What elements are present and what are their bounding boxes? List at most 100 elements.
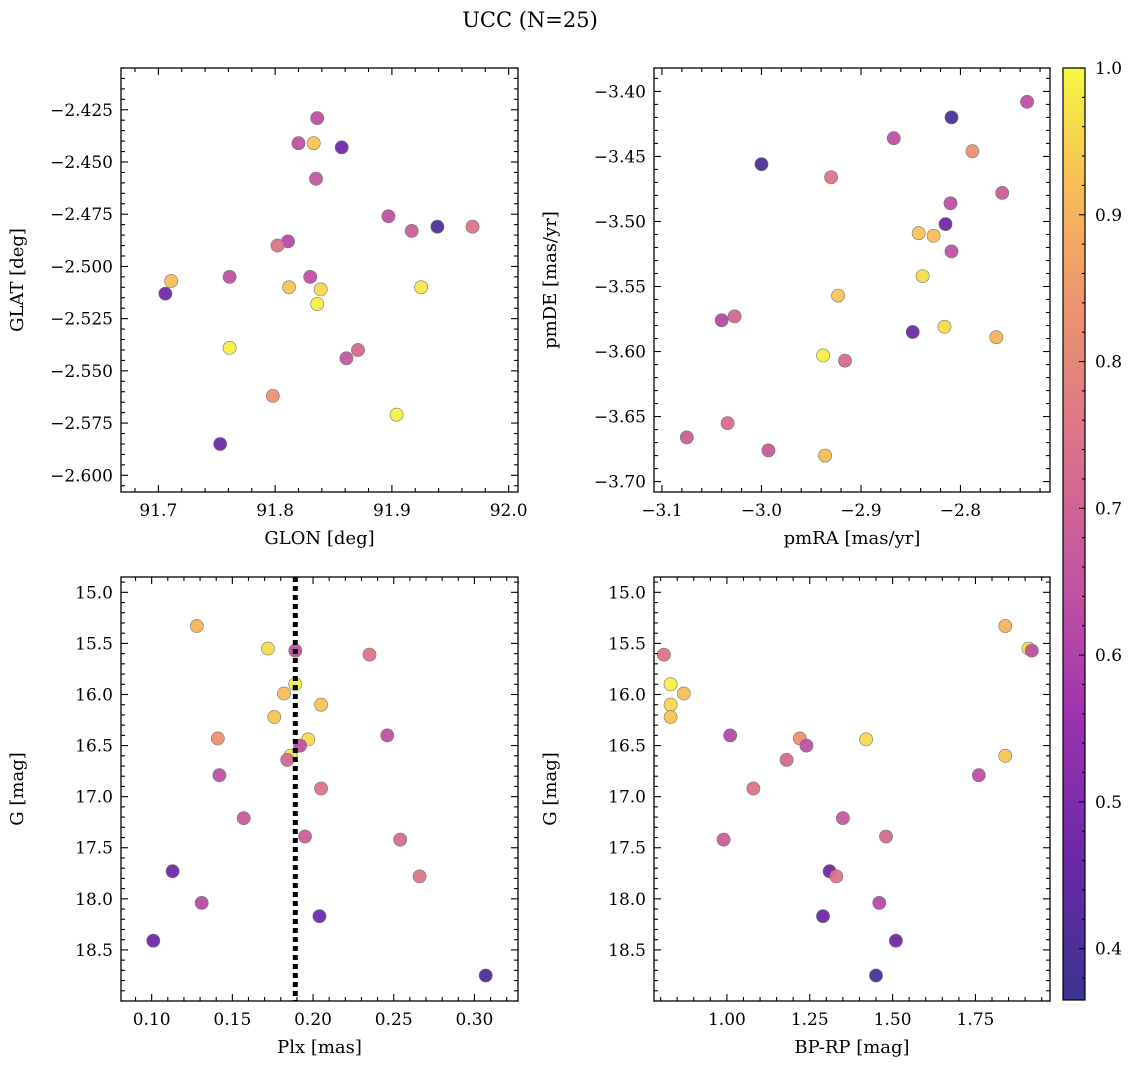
y-tick-label: 16.5	[608, 737, 646, 757]
scatter-point	[838, 353, 852, 368]
scatter-point	[298, 829, 312, 844]
scatter-point	[306, 136, 321, 151]
y-tick-label: −2.600	[50, 466, 113, 486]
scatter-point	[351, 343, 365, 357]
y-tick-label: 17.5	[75, 839, 113, 859]
y-tick-label: 18.0	[75, 890, 113, 910]
scatter-point	[313, 282, 328, 297]
axes-frame	[653, 67, 1051, 493]
y-tick-label: 18.5	[608, 941, 646, 961]
y-tick-label: −2.500	[50, 257, 113, 277]
scatter-point	[905, 325, 920, 339]
scatter-point	[164, 274, 179, 288]
colorbar-tick-label: 0.8	[1095, 353, 1122, 373]
scatter-point	[799, 738, 814, 753]
scatter-point	[404, 223, 419, 238]
scatter-point	[277, 686, 291, 701]
scatter-point	[280, 753, 295, 767]
y-tick-label: −2.575	[50, 414, 113, 434]
x-tick-label: 0.25	[375, 1010, 413, 1030]
y-tick-label: 15.0	[75, 583, 113, 603]
scatter-point	[389, 407, 404, 422]
y-axis-title: G [mag]	[540, 752, 561, 825]
x-axis-title: pmRA [mas/yr]	[784, 528, 921, 549]
y-tick-label: 16.0	[608, 685, 646, 705]
x-tick-label: 91.7	[139, 501, 177, 521]
x-tick-label: 0.10	[133, 1010, 171, 1030]
scatter-point	[222, 269, 237, 284]
y-tick-label: −3.50	[594, 212, 646, 232]
y-tick-label: 16.5	[75, 737, 113, 757]
panel-pmra-pmde: −3.1 −3.0 −2.9 −2.8 −3.40 −3.45 −3.50 −3.55 −3.6…	[540, 67, 1051, 549]
scatter-point	[911, 226, 926, 241]
scatter-point	[869, 968, 883, 983]
scatter-point	[995, 185, 1010, 200]
scatter-point	[334, 140, 349, 155]
x-tick-label: 0.20	[294, 1010, 332, 1030]
colorbar-gradient	[1062, 67, 1086, 1001]
scatter-point	[989, 330, 1004, 345]
x-tick-label: 91.9	[373, 501, 411, 521]
x-tick-label: −3.1	[641, 501, 682, 521]
scatter-point	[816, 909, 830, 924]
scatter-point	[824, 170, 838, 185]
panel-glon-glat: 91.7 91.8 91.9 92.0 −2.425 −2.450 −2.475 −2.500…	[7, 67, 528, 549]
scatter-point	[380, 728, 395, 743]
scatter-point	[270, 238, 285, 253]
y-tick-label: 17.0	[75, 788, 113, 808]
scatter-point	[746, 781, 761, 796]
x-tick-label: −2.9	[840, 501, 881, 521]
y-tick-label: −2.450	[50, 153, 113, 173]
x-axis-title: BP-RP [mag]	[794, 1037, 909, 1058]
y-tick-label: 17.0	[608, 788, 646, 808]
y-tick-label: −3.70	[594, 473, 646, 493]
scatter-point	[314, 781, 328, 796]
x-tick-label: 1.00	[708, 1010, 746, 1030]
figure-title: UCC (N=25)	[462, 8, 598, 32]
axes-frame	[120, 576, 519, 1002]
y-tick-label: −2.475	[50, 205, 113, 225]
scatter-point	[393, 832, 408, 847]
scatter-point	[944, 110, 959, 125]
scatter-point	[754, 157, 769, 172]
scatter-point	[165, 864, 180, 879]
scatter-point	[309, 171, 323, 186]
y-tick-label: −3.40	[594, 82, 646, 102]
x-tick-label: 0.15	[213, 1010, 251, 1030]
scatter-point	[291, 136, 306, 151]
colorbar-tick-label: 0.5	[1095, 793, 1122, 813]
colorbar-tick-label: 0.7	[1095, 499, 1122, 519]
scatter-point	[836, 811, 850, 825]
colorbar-tick-label: 1.0	[1095, 59, 1122, 79]
y-axis-title: G [mag]	[7, 752, 28, 825]
colorbar: 0.4 0.5 0.6 0.7 0.8 0.9 1.0	[1062, 59, 1122, 1001]
scatter-point	[727, 309, 742, 324]
y-tick-label: 15.0	[608, 583, 646, 603]
panel-bprp-g: 1.00 1.25 1.50 1.75 15.0 15.5 16.0 16.5 17.0 17.5…	[540, 576, 1051, 1058]
x-tick-label: −2.8	[940, 501, 981, 521]
scatter-point	[213, 437, 228, 451]
scatter-point	[879, 829, 893, 844]
scatter-point	[303, 269, 318, 284]
scatter-point	[310, 111, 325, 125]
scatter-point	[663, 677, 678, 692]
scatter-point	[676, 686, 691, 701]
scatter-point	[679, 430, 694, 445]
y-tick-label: 16.0	[75, 685, 113, 705]
y-tick-label: 15.5	[608, 634, 646, 654]
x-tick-label: 1.75	[957, 1010, 995, 1030]
scatter-point	[222, 340, 237, 355]
scatter-point	[816, 348, 830, 363]
scatter-point	[998, 619, 1013, 633]
scatter-point	[412, 869, 427, 884]
x-axis-title: GLON [deg]	[264, 528, 374, 549]
scatter-point	[314, 697, 328, 712]
y-axis-title: pmDE [mas/yr]	[540, 211, 561, 349]
x-tick-label: 1.50	[874, 1010, 912, 1030]
colorbar-tick-label: 0.4	[1095, 940, 1122, 960]
scatter-point	[210, 731, 225, 746]
scatter-point	[831, 288, 845, 303]
x-tick-label: −3.0	[741, 501, 782, 521]
scatter-point	[971, 768, 986, 783]
scatter-point	[310, 297, 325, 311]
